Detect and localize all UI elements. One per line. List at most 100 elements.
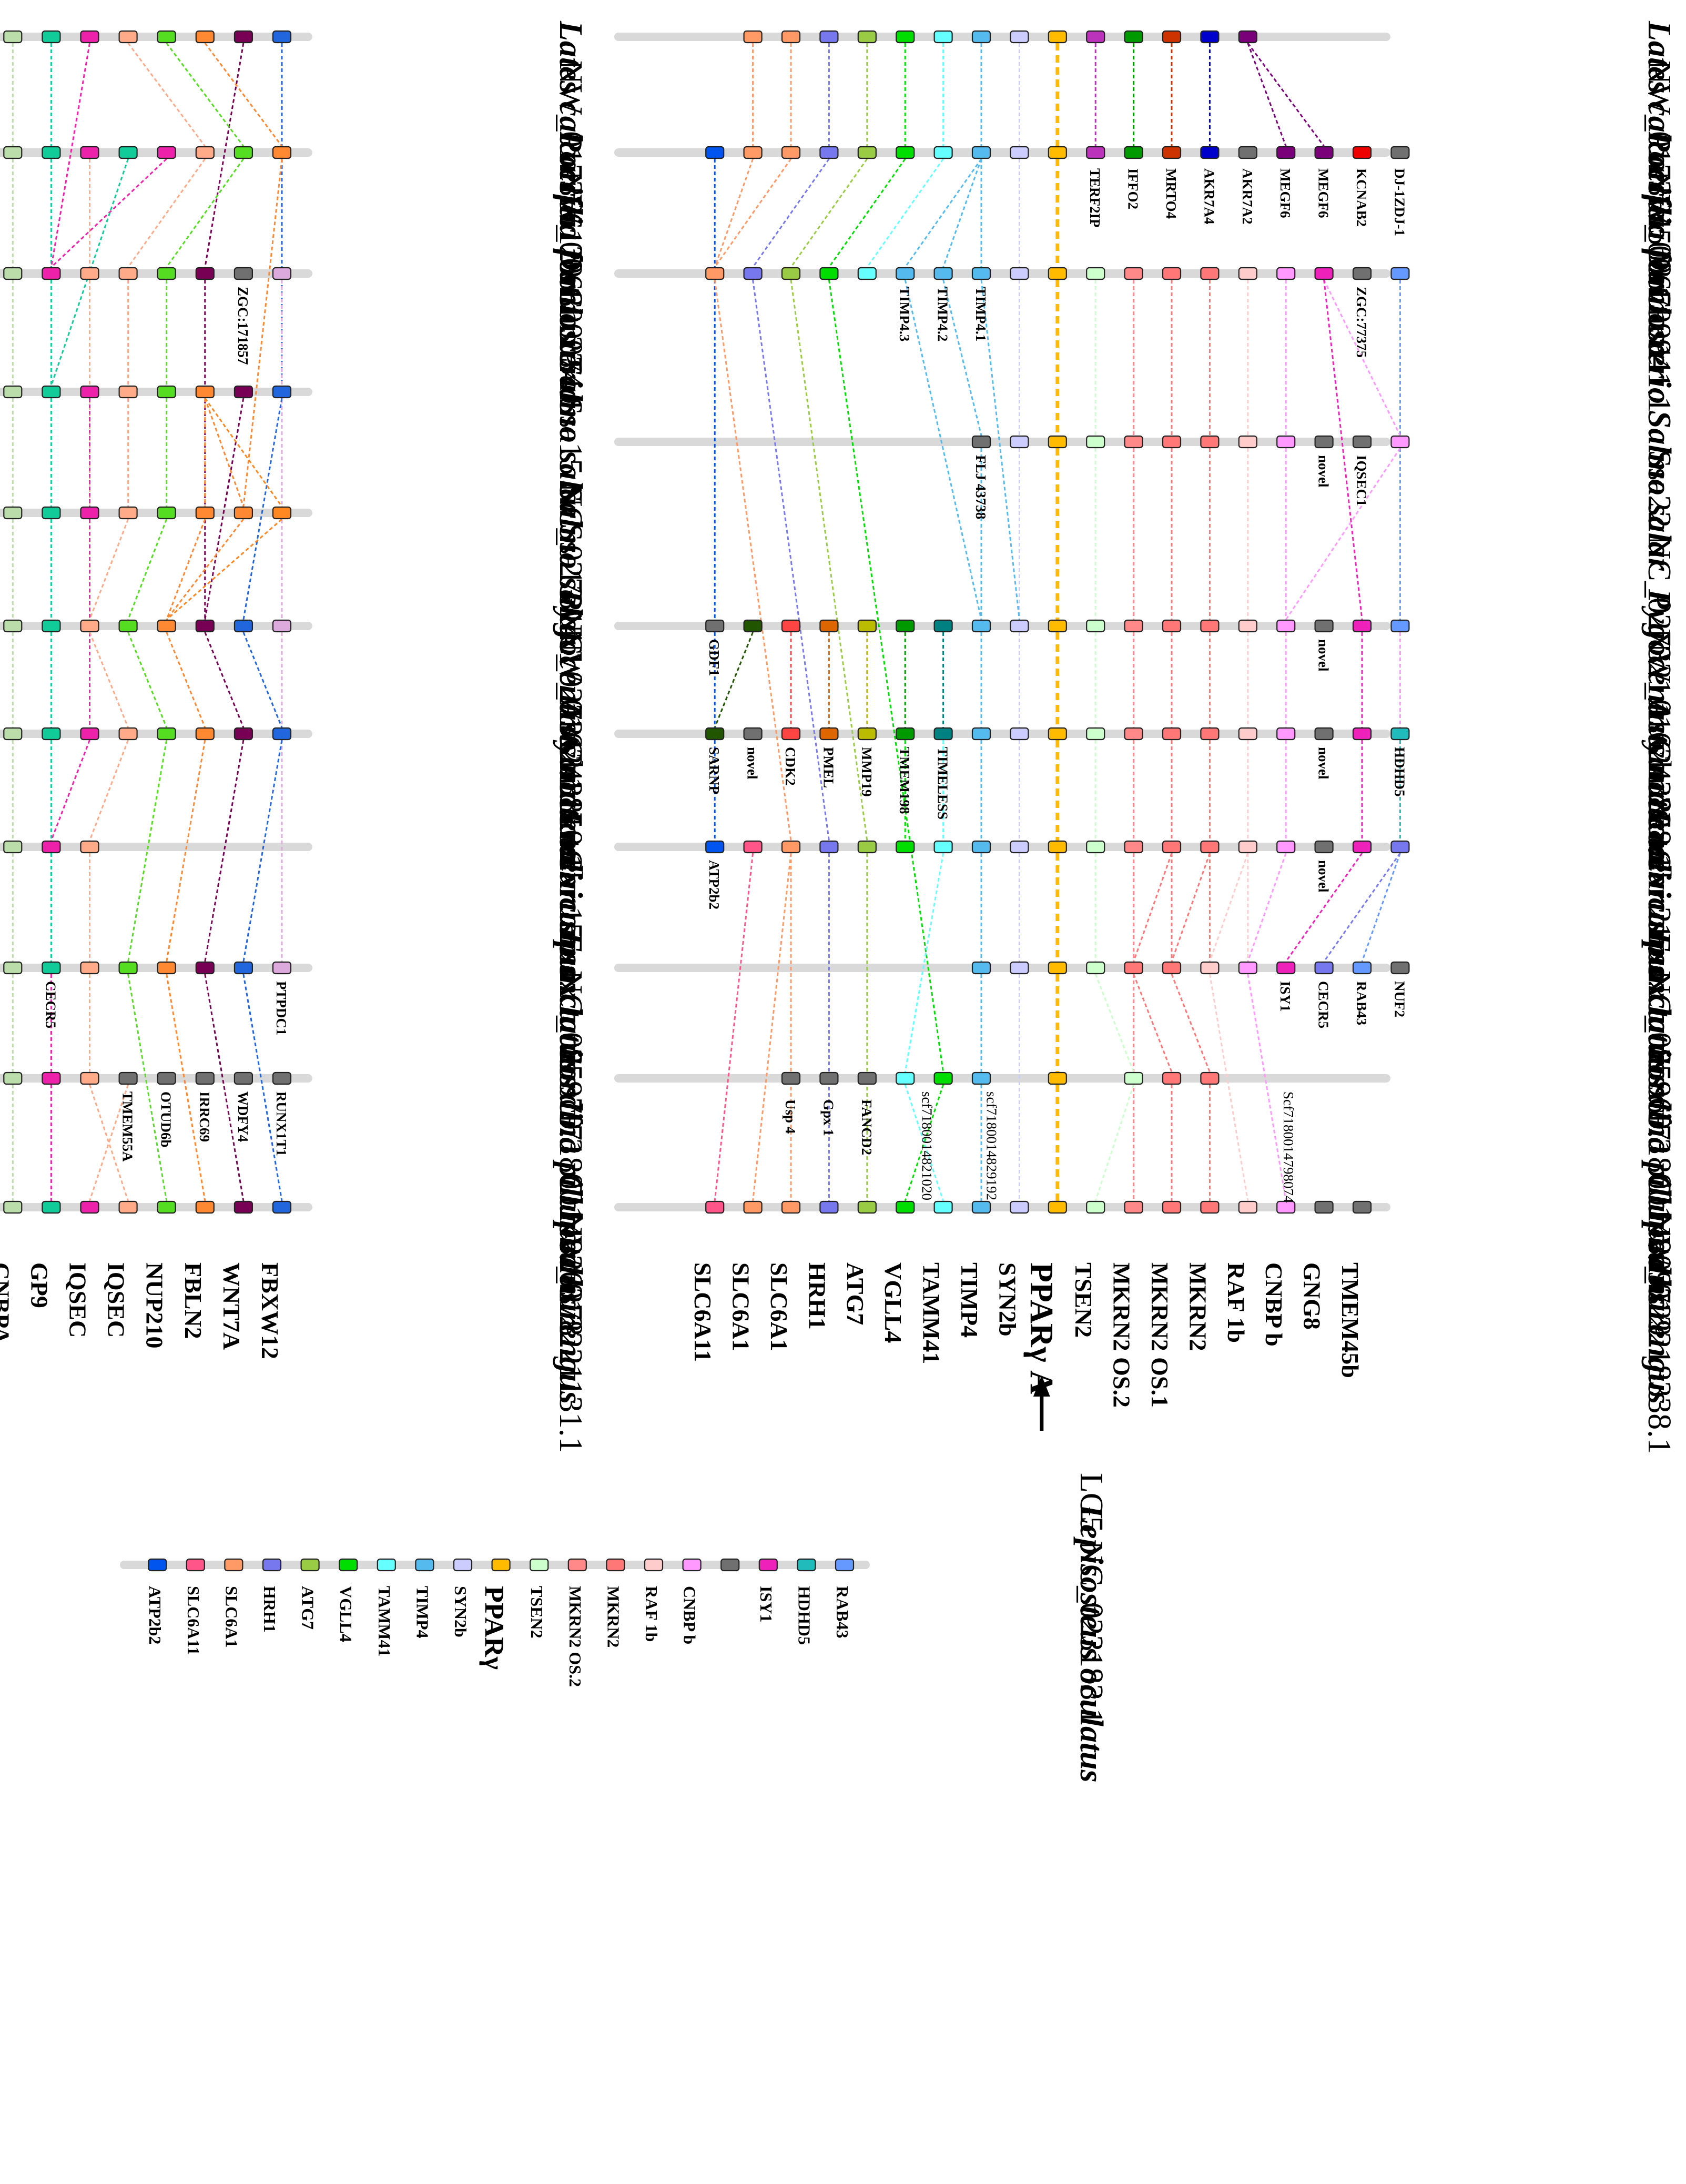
- top-inline-gene-label: AKR7A4: [1201, 168, 1217, 225]
- bottom-gene-box: [195, 1071, 215, 1085]
- legend-gene-box: [186, 1558, 205, 1572]
- legend-gene-box: [797, 1558, 816, 1572]
- legend-item-label: MKRN2: [604, 1586, 623, 1648]
- top-gene-box: [1010, 267, 1029, 280]
- top-gene-box: [1200, 1200, 1220, 1214]
- synteny-link: [204, 974, 245, 1201]
- top-gene-box: [1390, 267, 1410, 280]
- top-inline-gene-label: DJ-1ZDJ-1: [1392, 168, 1408, 236]
- synteny-link: [1361, 853, 1401, 962]
- top-gene-box: [819, 30, 839, 44]
- top-gene-box: [971, 1071, 991, 1085]
- bottom-gene-box: [157, 30, 176, 44]
- top-inline-gene-label: KCNAB2: [1354, 168, 1369, 227]
- top-gene-box: [1010, 1200, 1029, 1214]
- top-gene-box: [1086, 727, 1105, 741]
- top-inline-gene-label: novel: [1315, 639, 1332, 672]
- bottom-gene-box: [272, 146, 292, 159]
- top-inline-gene-label: MMP19: [858, 747, 875, 797]
- top-inline-gene-label: ATP2b2: [706, 860, 723, 910]
- legend-gene-box: [224, 1558, 243, 1572]
- legend-item-label: ATP2b2: [146, 1586, 165, 1645]
- bottom-gene-box: [157, 146, 176, 159]
- top-gene-box: [933, 267, 953, 280]
- synteny-link: [204, 398, 245, 507]
- bottom-gene-name: CNBPA: [0, 1262, 15, 1344]
- bottom-inline-gene-label: ZGC:171857: [235, 287, 251, 365]
- synteny-link: [714, 853, 754, 1201]
- bottom-gene-box: [157, 506, 176, 520]
- top-inline-gene-label: TERF2IP: [1087, 168, 1103, 228]
- bottom-gene-name: FBXW12: [257, 1262, 283, 1359]
- bottom-gene-box: [42, 619, 61, 633]
- top-gene-box: [1352, 146, 1372, 159]
- top-gene-box: [819, 1071, 839, 1085]
- top-gene-box: [1048, 30, 1067, 44]
- top-gene-box: [1162, 435, 1182, 449]
- bottom-gene-box: [157, 961, 176, 975]
- top-gene-box: [781, 840, 801, 854]
- bottom-gene-box: [233, 1200, 253, 1214]
- bottom-gene-box: [42, 30, 61, 44]
- top-gene-box: [896, 619, 915, 633]
- top-gene-box: [781, 619, 801, 633]
- top-gene-box: [933, 840, 953, 854]
- top-gene-box: [896, 146, 915, 159]
- synteny-link: [714, 158, 792, 268]
- legend-gene-box: [148, 1558, 167, 1572]
- bottom-gene-box: [42, 961, 61, 975]
- legend-gene-box: [835, 1558, 855, 1572]
- top-gene-box: [819, 840, 839, 854]
- bottom-gene-box: [195, 146, 215, 159]
- top-inline-gene-label: GDF1: [706, 639, 723, 676]
- bottom-gene-box: [118, 506, 138, 520]
- top-gene-box: [857, 1071, 877, 1085]
- bottom-gene-box: [118, 727, 138, 741]
- synteny-link: [204, 43, 245, 268]
- legend-gene-box: [339, 1558, 358, 1572]
- top-gene-box: [1276, 727, 1296, 741]
- top-gene-box: [1124, 146, 1143, 159]
- top-gene-box: [1352, 619, 1372, 633]
- synteny-link: [942, 279, 982, 436]
- bottom-gene-box: [80, 146, 99, 159]
- top-gene-box: [1352, 1200, 1372, 1214]
- top-gene-box: [1086, 961, 1105, 975]
- top-gene-box: [1200, 619, 1220, 633]
- top-gene-box: [1390, 619, 1410, 633]
- synteny-link: [127, 519, 168, 620]
- synteny-link: [1133, 853, 1173, 962]
- bottom-gene-name: GP9: [26, 1262, 53, 1308]
- legend-gene-box: [720, 1558, 740, 1572]
- top-gene-name: RAF 1b: [1222, 1262, 1250, 1343]
- top-gene-name: MKRN2 OS.1: [1146, 1262, 1173, 1408]
- top-gene-box: [1124, 1071, 1143, 1085]
- bottom_panel-locus-label: NW_012221131.1: [553, 1212, 588, 1453]
- top-gene-box: [1124, 619, 1143, 633]
- top_panel-locus-label: NW_012218338.1: [1641, 1212, 1677, 1454]
- top-inline-gene-label: FANCD2: [858, 1099, 875, 1155]
- top-gene-box: [1124, 30, 1143, 44]
- top-gene-box: [1314, 619, 1334, 633]
- top-gene-box: [1390, 840, 1410, 854]
- top-gene-box: [1238, 1200, 1257, 1214]
- top-gene-box: [896, 727, 915, 741]
- top-gene-box: [1124, 840, 1143, 854]
- top-gene-box: [1162, 619, 1182, 633]
- synteny-link: [1247, 43, 1287, 147]
- synteny-link: [904, 158, 982, 268]
- top-gene-box: [1238, 30, 1257, 44]
- synteny-link: [1285, 853, 1363, 962]
- synteny-link: [1208, 853, 1249, 962]
- bottom-gene-box: [195, 267, 215, 280]
- synteny-link: [89, 1084, 129, 1201]
- top-gene-box: [705, 619, 725, 633]
- synteny-link: [166, 43, 245, 147]
- bottom-gene-box: [233, 619, 253, 633]
- legend-item-label: SLC6A1: [222, 1586, 241, 1648]
- scaffold-label: scf7180014821020: [919, 1091, 935, 1200]
- top-gene-box: [1238, 961, 1257, 975]
- top-gene-box: [933, 619, 953, 633]
- top-gene-name: TIMP4: [956, 1262, 983, 1338]
